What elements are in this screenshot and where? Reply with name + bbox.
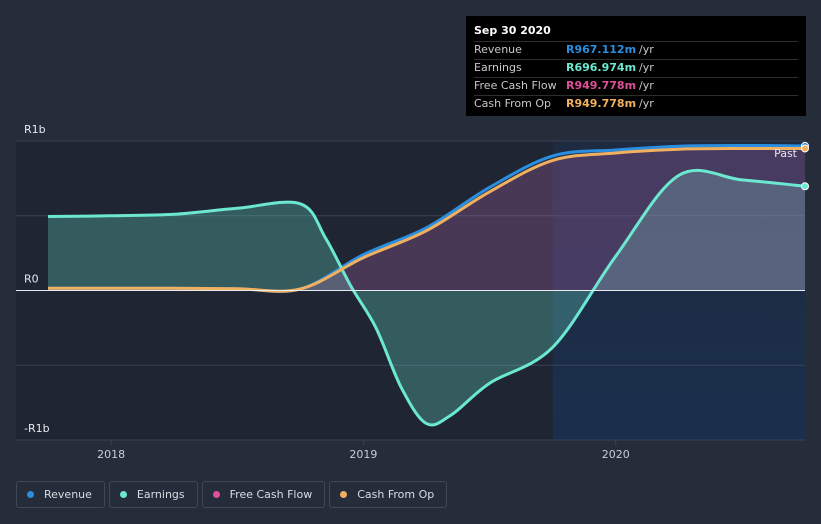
x-tick-label: 2019 — [349, 448, 377, 461]
tooltip: Sep 30 2020 Revenue R967.112m /yr Earnin… — [466, 16, 806, 116]
legend-item-cash-from-op[interactable]: Cash From Op — [329, 481, 448, 508]
tooltip-unit: /yr — [639, 79, 654, 92]
tooltip-row-free-cash-flow: Free Cash Flow R949.778m /yr — [474, 77, 798, 95]
tooltip-row-earnings: Earnings R696.974m /yr — [474, 59, 798, 77]
cash-from-op-endpoint — [801, 144, 809, 153]
earnings-endpoint — [801, 182, 809, 191]
legend-label: Earnings — [136, 488, 185, 501]
grid-lines — [16, 140, 805, 441]
tooltip-unit: /yr — [639, 97, 654, 110]
legend: Revenue Earnings Free Cash Flow Cash Fro… — [16, 481, 451, 508]
tooltip-label: Free Cash Flow — [474, 79, 557, 92]
series-lines — [47, 143, 806, 427]
tooltip-label: Earnings — [474, 61, 522, 74]
tooltip-label: Cash From Op — [474, 97, 552, 110]
revenue-dot-icon — [27, 491, 34, 498]
y-tick-label: R1b — [24, 123, 46, 136]
tooltip-unit: /yr — [639, 43, 654, 56]
tooltip-value: R949.778m — [566, 97, 637, 110]
legend-item-earnings[interactable]: Earnings — [108, 481, 198, 508]
cash-from-op-line — [47, 146, 806, 293]
x-tick-label: 2020 — [602, 448, 630, 461]
earnings-dot-icon — [119, 491, 127, 498]
past-label: Past — [774, 147, 798, 160]
x-tick-label: 2018 — [97, 448, 125, 461]
cash-from-op-dot-icon — [340, 491, 348, 498]
legend-label: Free Cash Flow — [229, 488, 313, 501]
tooltip-unit: /yr — [639, 61, 654, 74]
tooltip-row-cash-from-op: Cash From Op R949.778m /yr — [474, 95, 798, 113]
y-axis-labels: R1b R0 -R1b — [24, 123, 50, 435]
y-tick-label: -R1b — [24, 422, 50, 435]
earnings-line — [47, 169, 806, 427]
tooltip-row-revenue: Revenue R967.112m /yr — [474, 41, 798, 59]
x-axis-labels: 2018 2019 2020 — [97, 440, 630, 461]
free-cash-flow-dot-icon — [212, 491, 220, 498]
y-tick-label: R0 — [24, 273, 39, 286]
series-endpoints — [801, 141, 809, 191]
legend-label: Cash From Op — [357, 488, 435, 501]
tooltip-value: R949.778m — [566, 79, 637, 92]
legend-label: Revenue — [44, 488, 92, 501]
tooltip-value: R967.112m — [566, 43, 637, 56]
tooltip-value: R696.974m — [566, 61, 637, 74]
tooltip-label: Revenue — [474, 43, 522, 56]
legend-item-free-cash-flow[interactable]: Free Cash Flow — [201, 481, 326, 508]
earnings-area — [48, 170, 805, 426]
legend-item-revenue[interactable]: Revenue — [16, 481, 105, 508]
tooltip-date: Sep 30 2020 — [474, 24, 551, 37]
